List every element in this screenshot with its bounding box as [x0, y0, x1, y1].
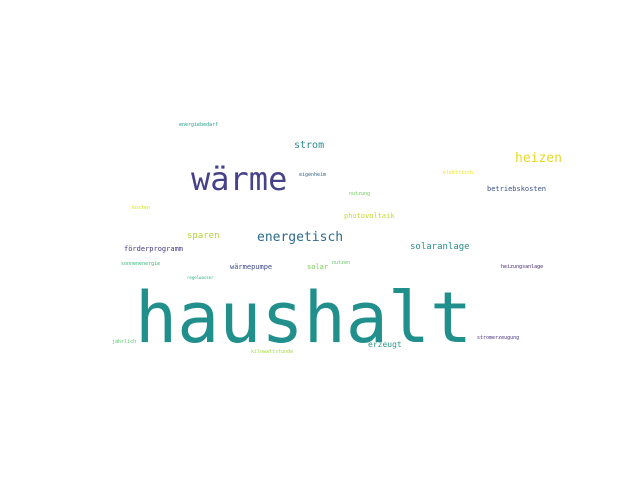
word-energiebedarf: energiebedarf — [179, 122, 219, 128]
word-sonnenenergie: sonnenenergie — [121, 261, 161, 267]
word-nutzung: nutzung — [349, 191, 371, 197]
word-eigenheim: eigenheim — [299, 172, 327, 178]
word-stromerzeugung: stromerzeugung — [477, 335, 520, 341]
word-jaehrlich: jährlich — [112, 339, 137, 345]
word-elektrisch: elektrisch — [443, 170, 474, 176]
word-haushalt: haushalt — [135, 277, 473, 359]
word-regelwasser: regelwasser — [187, 275, 214, 280]
word-kosten: kosten — [132, 205, 151, 211]
word-energetisch: energetisch — [257, 230, 344, 245]
word-heizen: heizen — [515, 151, 562, 166]
word-kilowattstunde: kilowattstunde — [251, 349, 294, 355]
word-foerderprogramm: förderprogramm — [124, 245, 184, 253]
word-sparen: sparen — [187, 231, 220, 241]
word-strom: strom — [294, 140, 325, 151]
word-waermepumpe: wärmepumpe — [230, 263, 273, 271]
word-waerme: wärme — [191, 160, 288, 198]
word-erzeugt: erzeugt — [368, 340, 402, 349]
word-betriebskosten: betriebskosten — [487, 185, 547, 193]
word-photovoltaik: photovoltaik — [344, 212, 395, 220]
word-solar: solar — [307, 263, 329, 271]
word-heizungsanlage: heizungsanlage — [501, 264, 544, 270]
word-solaranlage: solaranlage — [410, 242, 470, 252]
word-nutzen: nutzen — [332, 260, 351, 266]
